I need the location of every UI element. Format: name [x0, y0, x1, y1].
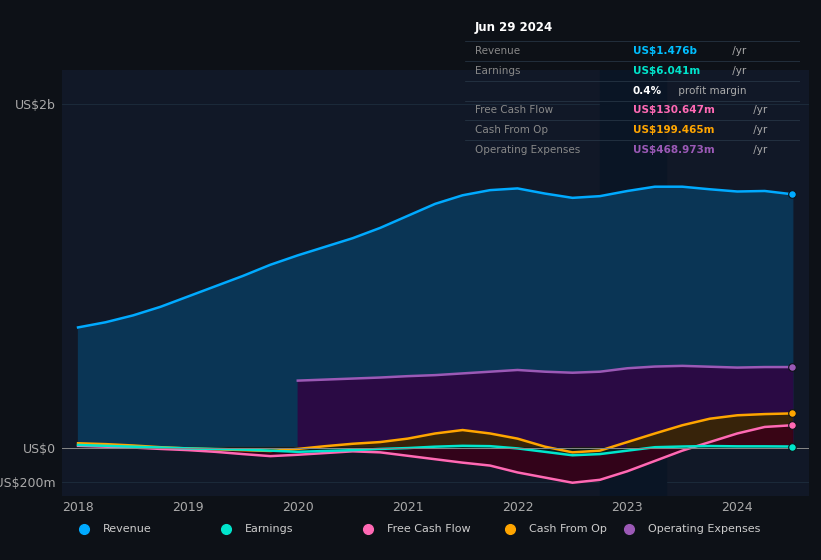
Text: /yr: /yr [750, 105, 768, 115]
Text: Free Cash Flow: Free Cash Flow [475, 105, 553, 115]
Text: /yr: /yr [729, 46, 746, 56]
Text: Revenue: Revenue [103, 525, 151, 534]
Text: Revenue: Revenue [475, 46, 521, 56]
Text: Cash From Op: Cash From Op [475, 125, 548, 136]
Text: Earnings: Earnings [475, 66, 521, 76]
Text: Jun 29 2024: Jun 29 2024 [475, 21, 553, 34]
Text: Operating Expenses: Operating Expenses [475, 145, 580, 155]
Text: US$1.476b: US$1.476b [632, 46, 696, 56]
Text: US$130.647m: US$130.647m [632, 105, 714, 115]
Text: /yr: /yr [729, 66, 746, 76]
Text: US$6.041m: US$6.041m [632, 66, 699, 76]
Text: /yr: /yr [750, 145, 768, 155]
Bar [600, 70, 666, 496]
Text: US$468.973m: US$468.973m [632, 145, 714, 155]
Text: Earnings: Earnings [245, 525, 293, 534]
Text: Free Cash Flow: Free Cash Flow [387, 525, 470, 534]
Text: Operating Expenses: Operating Expenses [648, 525, 760, 534]
Text: US$199.465m: US$199.465m [632, 125, 714, 136]
Text: /yr: /yr [750, 125, 768, 136]
Text: 0.4%: 0.4% [632, 86, 662, 96]
Text: profit margin: profit margin [676, 86, 747, 96]
Text: Cash From Op: Cash From Op [529, 525, 607, 534]
